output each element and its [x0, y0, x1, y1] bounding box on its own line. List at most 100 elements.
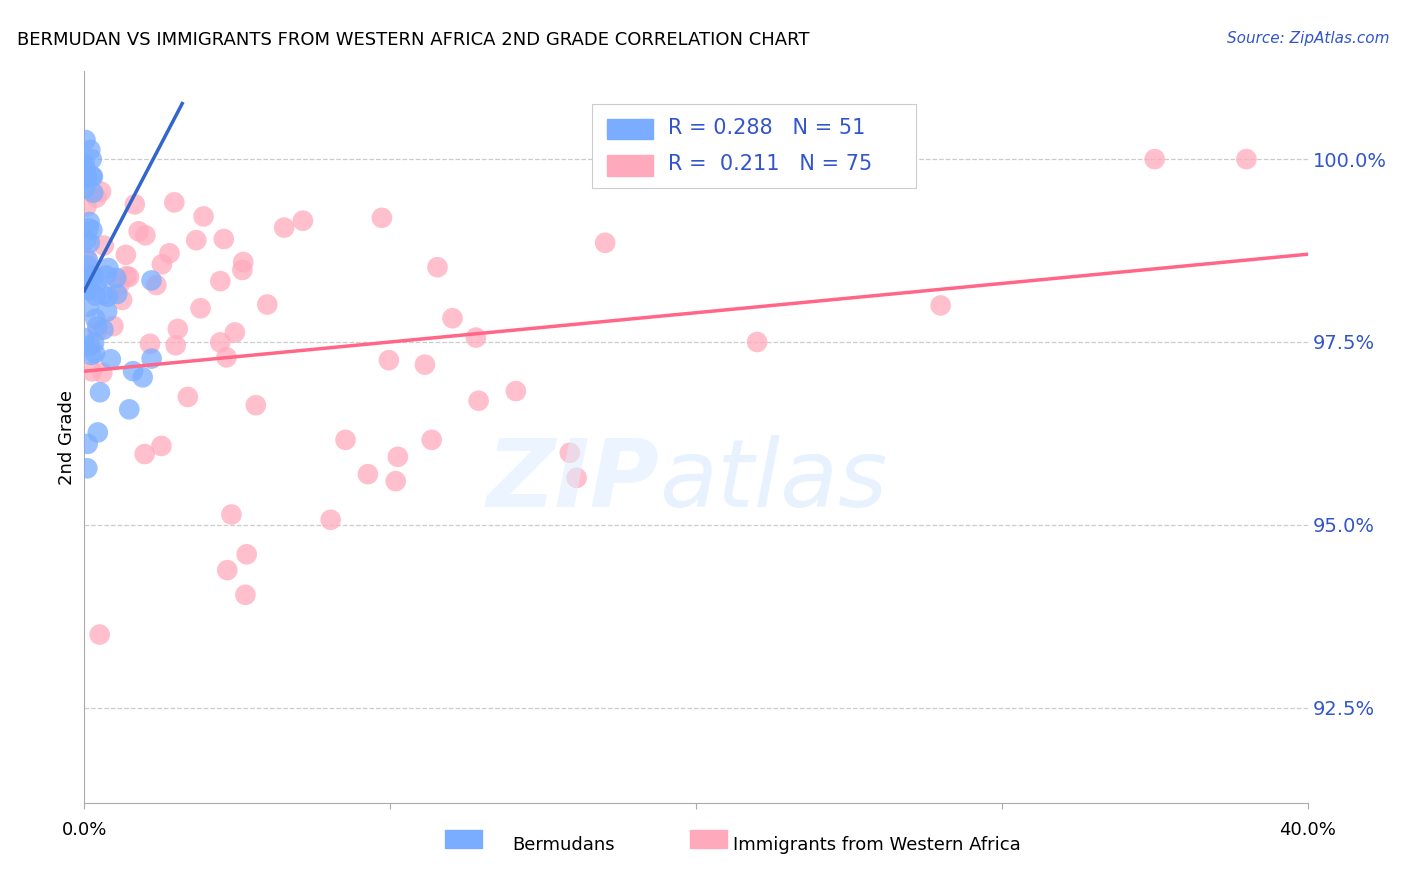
- Point: [558, 446, 581, 460]
- Point: [93, 238, 115, 252]
- FancyBboxPatch shape: [592, 104, 917, 188]
- Point: [76, 437, 98, 451]
- Point: [87, 425, 110, 440]
- Point: [84, 311, 107, 326]
- Point: [86, 276, 108, 290]
- Bar: [446, 830, 482, 848]
- Point: [150, 439, 173, 453]
- Point: [115, 269, 138, 284]
- Point: [273, 220, 295, 235]
- Point: [80, 364, 103, 378]
- Point: [593, 235, 616, 250]
- Text: ZIP: ZIP: [486, 435, 659, 527]
- Point: [97, 261, 120, 276]
- Point: [80, 348, 103, 362]
- Text: 0.0%: 0.0%: [62, 821, 107, 839]
- Point: [224, 326, 246, 340]
- Text: R =  0.211   N = 75: R = 0.211 N = 75: [668, 154, 872, 174]
- Point: [747, 334, 769, 349]
- Point: [75, 171, 97, 186]
- Point: [76, 170, 98, 185]
- Point: [420, 433, 443, 447]
- Point: [91, 287, 114, 301]
- Point: [124, 197, 146, 211]
- Text: Bermudans: Bermudans: [513, 836, 614, 854]
- Point: [118, 269, 141, 284]
- Point: [76, 199, 98, 213]
- Point: [134, 228, 156, 243]
- Bar: [690, 830, 727, 848]
- Point: [215, 351, 238, 365]
- Point: [82, 186, 104, 200]
- Point: [114, 248, 136, 262]
- Point: [929, 298, 952, 312]
- Text: BERMUDAN VS IMMIGRANTS FROM WESTERN AFRICA 2ND GRADE CORRELATION CHART: BERMUDAN VS IMMIGRANTS FROM WESTERN AFRI…: [17, 31, 810, 49]
- Point: [177, 390, 200, 404]
- Point: [245, 398, 267, 412]
- Point: [1143, 152, 1166, 166]
- Text: atlas: atlas: [659, 435, 887, 526]
- Point: [91, 366, 114, 380]
- Point: [86, 324, 108, 338]
- Point: [105, 287, 128, 301]
- Point: [118, 402, 141, 417]
- Point: [75, 181, 97, 195]
- Point: [75, 133, 97, 147]
- Point: [139, 336, 162, 351]
- Point: [141, 351, 163, 366]
- Point: [163, 195, 186, 210]
- Point: [231, 263, 253, 277]
- Point: [413, 358, 436, 372]
- Text: Source: ZipAtlas.com: Source: ZipAtlas.com: [1226, 31, 1389, 46]
- Bar: [606, 119, 654, 139]
- Point: [464, 330, 486, 344]
- Point: [371, 211, 394, 225]
- Point: [319, 513, 342, 527]
- Point: [232, 255, 254, 269]
- Point: [235, 588, 257, 602]
- Point: [505, 384, 527, 398]
- Point: [73, 156, 96, 170]
- Point: [384, 474, 406, 488]
- Point: [134, 447, 156, 461]
- Point: [96, 304, 118, 318]
- Point: [76, 461, 98, 475]
- Point: [75, 277, 97, 292]
- Point: [73, 331, 96, 345]
- Point: [90, 185, 112, 199]
- Point: [77, 221, 100, 235]
- Point: [76, 251, 98, 265]
- Point: [467, 393, 489, 408]
- Bar: [606, 155, 654, 176]
- Point: [217, 563, 239, 577]
- Point: [75, 233, 97, 247]
- Point: [103, 319, 125, 334]
- Point: [212, 232, 235, 246]
- Point: [79, 235, 101, 250]
- Point: [89, 385, 111, 400]
- Point: [387, 450, 409, 464]
- Point: [84, 289, 107, 303]
- Point: [79, 283, 101, 297]
- Point: [145, 277, 167, 292]
- Point: [209, 335, 232, 350]
- Point: [132, 370, 155, 384]
- Point: [335, 433, 357, 447]
- Point: [93, 323, 115, 337]
- Point: [426, 260, 449, 275]
- Point: [141, 273, 163, 287]
- Point: [75, 162, 97, 177]
- Point: [100, 352, 122, 367]
- Point: [193, 210, 215, 224]
- Point: [83, 269, 105, 284]
- Point: [97, 290, 120, 304]
- Text: Immigrants from Western Africa: Immigrants from Western Africa: [733, 836, 1021, 854]
- Point: [565, 471, 588, 485]
- Point: [111, 293, 134, 307]
- Point: [105, 271, 128, 285]
- Point: [79, 339, 101, 353]
- Point: [122, 364, 145, 378]
- Point: [291, 213, 314, 227]
- Point: [96, 268, 118, 283]
- Point: [159, 246, 181, 260]
